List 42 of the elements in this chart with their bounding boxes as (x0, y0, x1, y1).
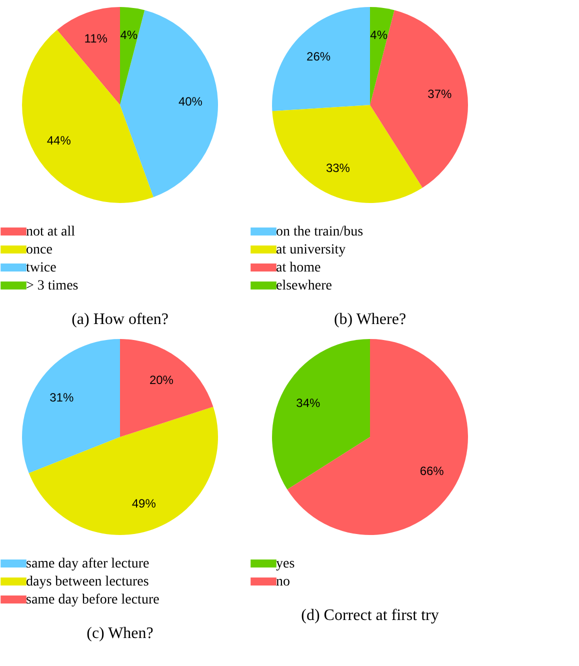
pie-slice (287, 339, 468, 535)
legend-label: days between lectures (26, 574, 149, 590)
data-label: 4% (120, 28, 138, 42)
legend-label: at university (276, 242, 346, 258)
legend-label: elsewhere (276, 278, 332, 294)
pie-slice (57, 7, 120, 105)
legend-label: same day before lecture (26, 592, 160, 608)
pie-slice (272, 105, 423, 203)
pie-slice (272, 339, 370, 490)
legend-label: at home (276, 260, 321, 276)
legend-label: > 3 times (26, 278, 78, 294)
pie-slice (120, 339, 214, 437)
data-label: 34% (296, 396, 320, 410)
legend-label: same day after lecture (26, 556, 150, 572)
pie-slice (22, 30, 154, 203)
pie-slice (272, 7, 370, 112)
text: (a) How often? (72, 311, 168, 328)
pie-slice (120, 7, 145, 105)
data-label: 20% (149, 372, 174, 387)
pie-slice (370, 10, 468, 188)
legend-label: not at all (26, 224, 76, 240)
pie-slice (28, 406, 218, 535)
data-label: 26% (306, 50, 331, 64)
data-label: 37% (428, 86, 452, 101)
text: (b) Where? (334, 311, 406, 328)
data-label: 33% (326, 160, 350, 175)
pie-slice (120, 10, 218, 198)
text: (d) Correct at first try (301, 607, 439, 624)
legend-label: on the train/bus (276, 224, 364, 240)
data-label: 4% (370, 28, 388, 42)
text: (c) When? (86, 625, 154, 642)
data-label: 49% (132, 496, 156, 510)
data-label: 40% (178, 94, 203, 109)
legend-label: once (26, 242, 52, 258)
pie-slice (22, 339, 120, 474)
legend-label: no (276, 574, 290, 590)
data-label: 31% (50, 390, 74, 404)
data-label: 66% (420, 464, 444, 478)
pie-slice (370, 7, 394, 105)
data-label: 44% (46, 133, 72, 148)
data-label: 11% (84, 32, 108, 46)
legend-label: twice (26, 260, 56, 276)
